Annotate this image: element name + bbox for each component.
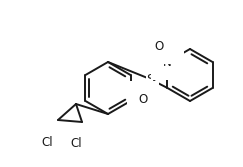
Text: O: O [155, 40, 164, 52]
Text: S: S [146, 72, 154, 86]
Text: N: N [163, 55, 172, 68]
Text: Cl: Cl [70, 137, 82, 150]
Text: Cl: Cl [41, 136, 53, 149]
Text: O: O [138, 93, 148, 106]
